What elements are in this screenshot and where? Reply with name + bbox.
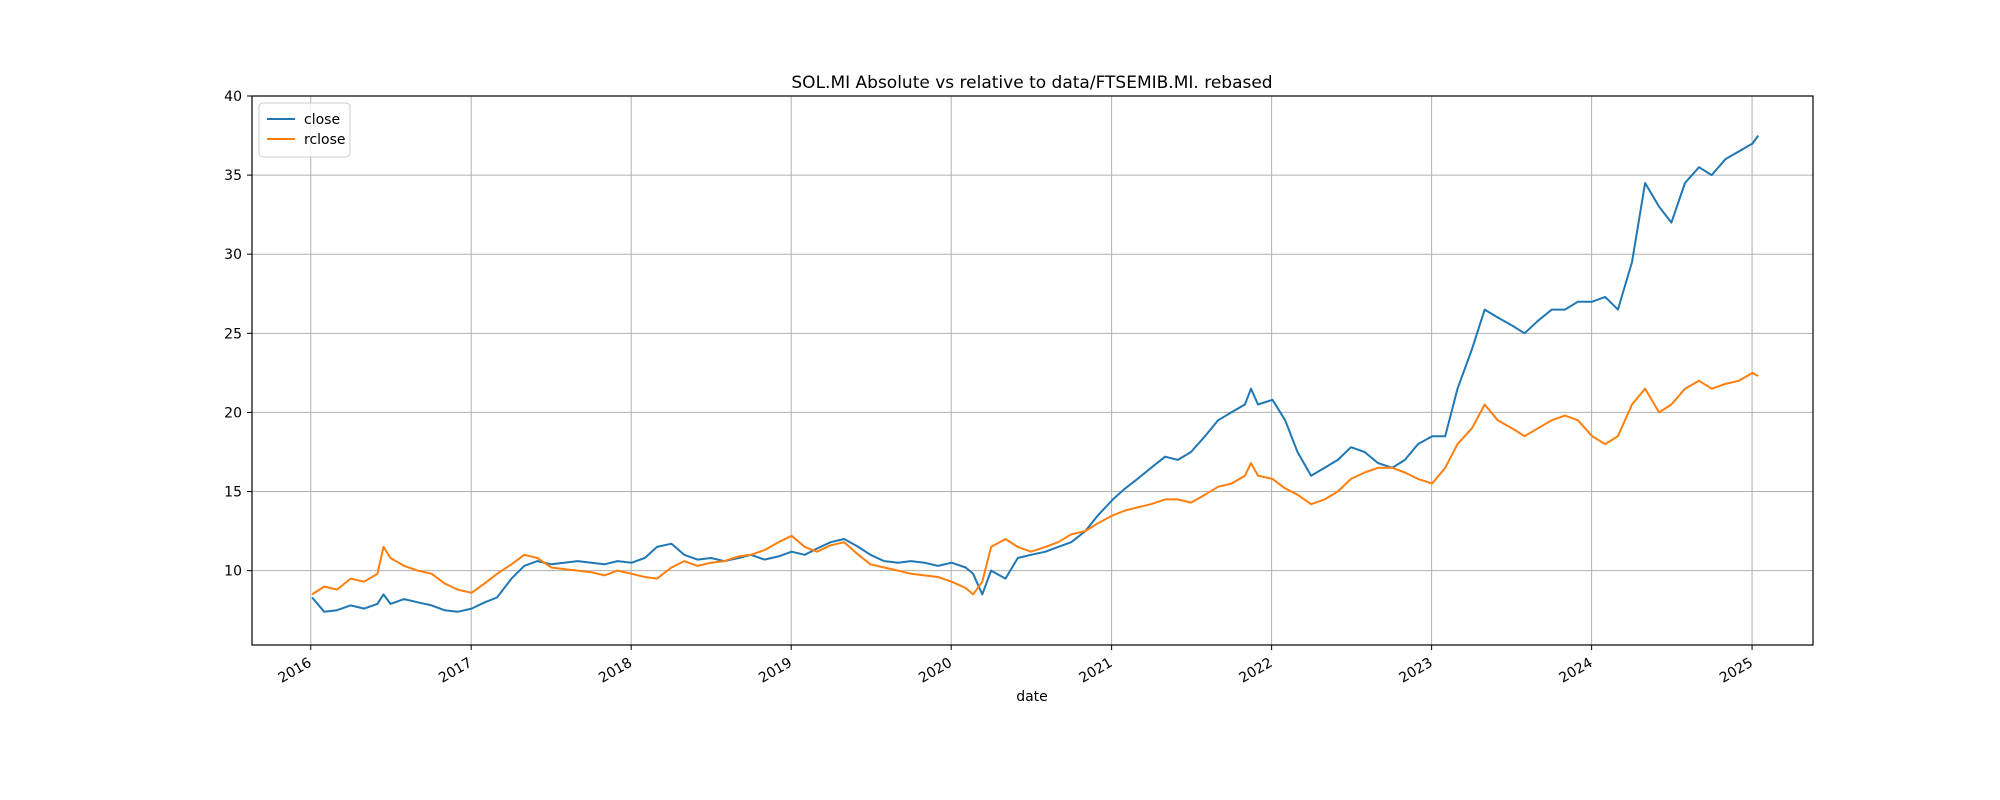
y-tick-label: 20 bbox=[224, 405, 242, 421]
y-tick-label: 40 bbox=[224, 89, 242, 105]
x-axis-label: date bbox=[1016, 689, 1048, 705]
legend-box bbox=[258, 102, 351, 158]
y-tick-label: 10 bbox=[224, 564, 242, 580]
legend-label-rclose: rclose bbox=[304, 132, 346, 148]
y-tick-label: 15 bbox=[224, 485, 242, 501]
legend-label-close: close bbox=[304, 112, 340, 128]
chart-title: SOL.MI Absolute vs relative to data/FTSE… bbox=[791, 73, 1272, 93]
y-tick-label: 30 bbox=[224, 247, 242, 263]
legend: close rclose bbox=[258, 102, 351, 158]
grid bbox=[252, 95, 1813, 645]
series-lines bbox=[311, 135, 1760, 613]
y-tick-label: 25 bbox=[224, 326, 242, 342]
y-axis: 10 15 20 25 30 35 40 bbox=[224, 89, 252, 580]
series-line-rclose bbox=[311, 371, 1759, 596]
y-tick-label: 35 bbox=[224, 168, 242, 184]
plot-frame bbox=[251, 95, 1814, 646]
